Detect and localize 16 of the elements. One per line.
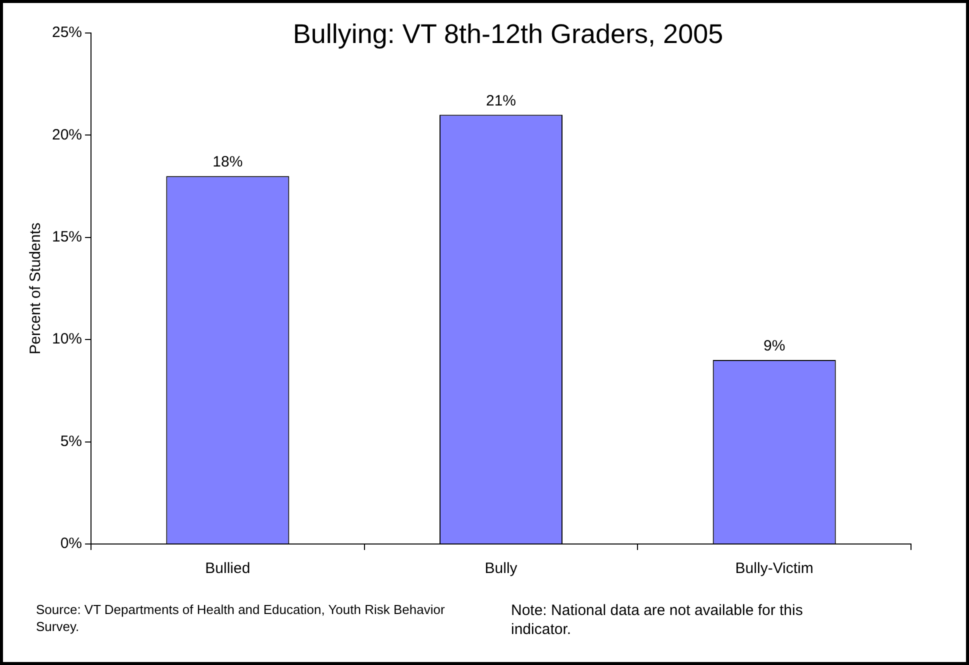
data-label: 21% xyxy=(486,92,516,110)
y-axis-title: Percent of Students xyxy=(27,222,44,354)
x-tick-label: Bully xyxy=(484,560,518,578)
data-label: 18% xyxy=(212,154,243,171)
y-tick-label: 10% xyxy=(52,330,82,348)
x-tick-label: Bully-Victim xyxy=(735,560,814,578)
y-tick-label: 25% xyxy=(52,24,82,42)
text: Note: National data are not available for this indicator. xyxy=(511,601,804,639)
source-note: Source: VT Departments of Health and Education, Youth Risk Behavior Survey. xyxy=(36,601,446,635)
data-label: 9% xyxy=(763,338,786,355)
y-tick-label: 20% xyxy=(52,126,82,144)
y-tick-label: 0% xyxy=(60,535,82,552)
chart-title: Bullying: VT 8th-12th Graders, 2005 xyxy=(292,19,724,50)
y-tick-label: 15% xyxy=(52,228,82,246)
x-tick-label: Bullied xyxy=(205,560,250,578)
y-tick-label: 5% xyxy=(60,432,82,450)
